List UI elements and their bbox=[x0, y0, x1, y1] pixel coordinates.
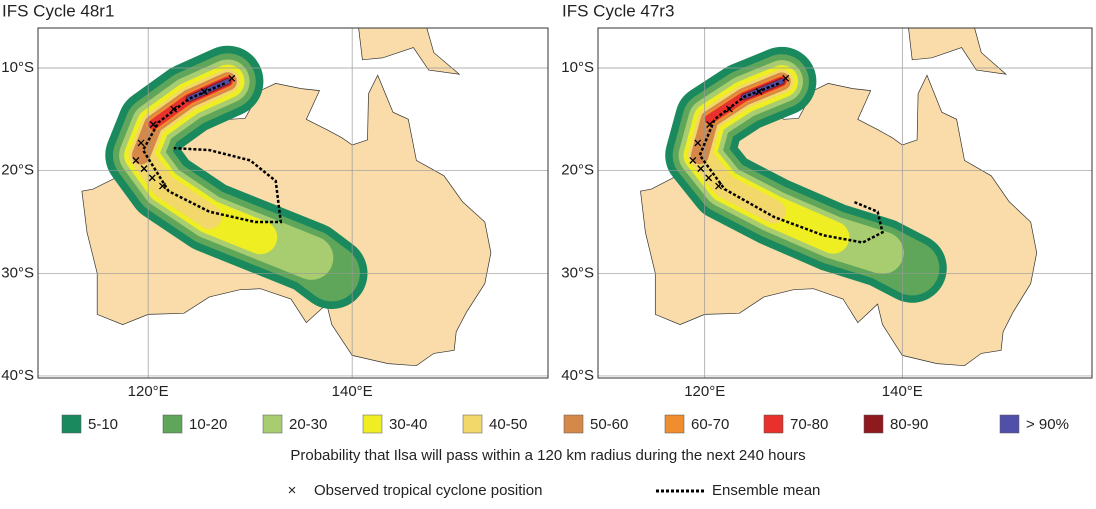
map-frame bbox=[37, 27, 549, 379]
observed-position bbox=[715, 182, 722, 190]
observed-position bbox=[140, 165, 148, 173]
legend-swatch bbox=[999, 414, 1020, 434]
legend-label: 50-60 bbox=[590, 416, 628, 433]
observed-position bbox=[228, 74, 236, 82]
legend-swatch bbox=[162, 414, 183, 434]
land bbox=[358, 28, 461, 75]
legend-swatch bbox=[763, 414, 784, 434]
observed-position bbox=[725, 105, 733, 113]
map-panel bbox=[598, 28, 1092, 378]
legend-label: 80-90 bbox=[890, 416, 928, 433]
lon-label: 140°E bbox=[882, 383, 923, 400]
mean-label: Ensemble mean bbox=[712, 482, 820, 499]
observed-position bbox=[706, 121, 714, 128]
observed-position bbox=[782, 74, 790, 82]
observed-position bbox=[705, 174, 713, 182]
legend-label: 20-30 bbox=[289, 416, 327, 433]
legend-label: 40-50 bbox=[489, 416, 527, 433]
legend-swatch bbox=[664, 414, 685, 434]
legend-label: 30-40 bbox=[389, 416, 427, 433]
legend-label: 60-70 bbox=[691, 416, 729, 433]
observed-position bbox=[132, 156, 140, 164]
observed-position bbox=[158, 182, 166, 190]
panel-title: IFS Cycle 47r3 bbox=[562, 1, 674, 20]
land bbox=[908, 28, 1008, 75]
lat-label: 10°S bbox=[1, 59, 34, 76]
observed-position bbox=[148, 174, 156, 182]
legend-label: 10-20 bbox=[189, 416, 227, 433]
observed-position bbox=[170, 105, 178, 113]
lon-label: 140°E bbox=[332, 383, 373, 400]
legend-label: 70-80 bbox=[790, 416, 828, 433]
lat-label: 20°S bbox=[1, 162, 34, 179]
observed-position bbox=[149, 121, 157, 128]
legend-swatch bbox=[262, 414, 283, 434]
observed-position bbox=[694, 139, 702, 147]
observed-position bbox=[200, 88, 208, 96]
legend-swatch bbox=[362, 414, 383, 434]
observed-position bbox=[697, 165, 705, 173]
map-panel bbox=[38, 28, 548, 378]
observed-label: Observed tropical cyclone position bbox=[314, 482, 542, 499]
legend-swatch bbox=[863, 414, 884, 434]
lon-label: 120°E bbox=[684, 383, 725, 400]
legend-label: > 90% bbox=[1026, 416, 1069, 433]
legend-swatch bbox=[563, 414, 584, 434]
lat-label: 10°S bbox=[561, 59, 594, 76]
observed-marker: × bbox=[288, 482, 297, 499]
ensemble-mean bbox=[141, 82, 283, 224]
observed-position bbox=[689, 156, 697, 164]
observed-position bbox=[755, 88, 763, 96]
ensemble-mean bbox=[698, 82, 884, 244]
observed-position bbox=[137, 139, 145, 147]
legend-label: 5-10 bbox=[88, 416, 118, 433]
legend-swatch bbox=[462, 414, 483, 434]
lat-label: 30°S bbox=[1, 264, 34, 281]
legend-swatch bbox=[61, 414, 82, 434]
lat-label: 40°S bbox=[561, 367, 594, 384]
caption: Probability that Ilsa will pass within a… bbox=[290, 447, 805, 464]
lat-label: 40°S bbox=[1, 367, 34, 384]
lat-label: 20°S bbox=[561, 162, 594, 179]
lat-label: 30°S bbox=[561, 264, 594, 281]
lon-label: 120°E bbox=[128, 383, 169, 400]
map-frame bbox=[597, 27, 1093, 379]
panel-title: IFS Cycle 48r1 bbox=[2, 1, 114, 20]
